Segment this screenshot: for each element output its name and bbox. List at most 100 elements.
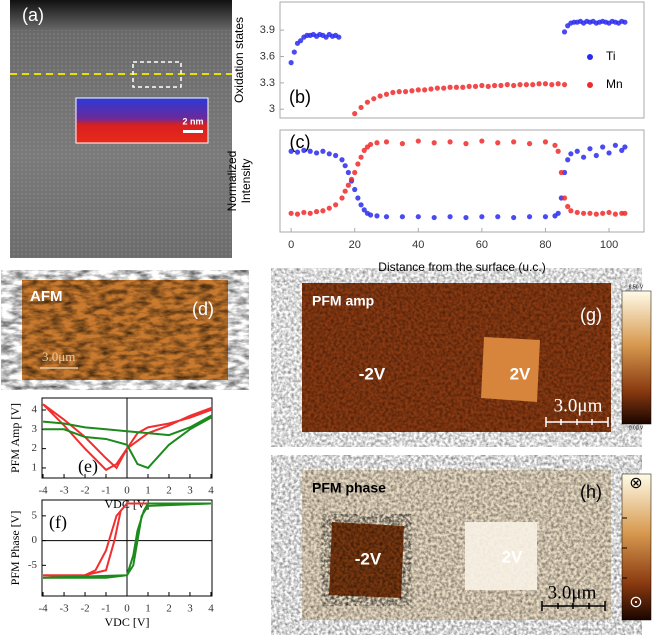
point	[416, 87, 421, 92]
point	[559, 170, 564, 175]
point	[327, 151, 332, 156]
point	[622, 144, 627, 149]
x-axis-label: Distance from the surface (u.c.)	[378, 260, 545, 274]
point	[378, 93, 383, 98]
point	[575, 149, 580, 154]
point	[562, 29, 567, 34]
point	[384, 92, 389, 97]
point	[543, 214, 548, 219]
point	[549, 82, 554, 87]
point	[320, 208, 325, 213]
point	[441, 86, 446, 91]
point	[358, 105, 363, 110]
point	[495, 140, 500, 145]
point	[339, 195, 344, 200]
point	[295, 212, 300, 217]
point	[346, 183, 351, 188]
x-tick-label: 4	[208, 603, 214, 615]
panel-label: (h)	[580, 482, 602, 502]
point	[447, 214, 452, 219]
x-tick-label: -1	[101, 485, 110, 497]
point	[517, 82, 522, 87]
point	[552, 143, 557, 148]
point	[606, 210, 611, 215]
x-tick-label: 1	[145, 603, 151, 615]
point	[587, 211, 592, 216]
point	[565, 157, 570, 162]
y-tick-label: 5	[32, 509, 38, 521]
y-tick-label: 3.9	[260, 24, 275, 36]
colorbar-min: ⊙	[629, 594, 642, 611]
x-tick-label: 80	[539, 239, 551, 251]
point	[336, 35, 341, 40]
point	[467, 84, 472, 89]
point	[463, 215, 468, 220]
point	[400, 141, 405, 146]
y-tick-label: 3	[32, 423, 38, 435]
panel-label: (g)	[580, 305, 602, 325]
x-tick-label: -3	[59, 485, 69, 497]
x-tick-label: 3	[187, 485, 193, 497]
legend-marker	[587, 54, 593, 60]
point	[428, 86, 433, 91]
x-tick-label: 100	[600, 239, 618, 251]
point	[454, 85, 459, 90]
point	[352, 187, 357, 192]
point	[403, 89, 408, 94]
y-axis-label: Intensity	[239, 159, 253, 204]
point	[600, 211, 605, 216]
y-tick-label: 1	[32, 461, 38, 473]
y-axis-label: Oxidation states	[232, 17, 246, 103]
point	[355, 195, 360, 200]
figure: 2 nm (a) AFM (d) 3.0μm PFM amp (g) -2V 2…	[0, 0, 654, 639]
point	[581, 155, 586, 160]
y-axis-label: PFM Phase [V]	[8, 511, 22, 586]
point	[613, 143, 618, 148]
panel-title: PFM phase	[312, 480, 386, 496]
point	[384, 214, 389, 219]
point	[295, 150, 300, 155]
point	[289, 211, 294, 216]
point	[498, 83, 503, 88]
point	[447, 85, 452, 90]
point	[409, 88, 414, 93]
point	[511, 83, 516, 88]
y-tick-label: -5	[28, 559, 38, 571]
point	[505, 82, 510, 87]
point	[320, 149, 325, 154]
panel-label: (a)	[22, 5, 44, 25]
y-tick-label: 3.6	[260, 50, 275, 62]
region-label: -2V	[359, 364, 386, 383]
point	[400, 214, 405, 219]
point	[416, 214, 421, 219]
point	[308, 149, 313, 154]
point	[352, 111, 357, 116]
x-tick-label: 1	[145, 485, 151, 497]
point	[397, 89, 402, 94]
x-tick-label: 20	[349, 239, 361, 251]
point	[527, 214, 532, 219]
x-axis-label: VDC [V]	[105, 615, 150, 629]
x-tick-label: 0	[288, 239, 294, 251]
point	[473, 84, 478, 89]
point	[479, 214, 484, 219]
legend-label: Mn	[606, 77, 623, 91]
point	[368, 212, 373, 217]
y-tick-label: 2	[32, 442, 38, 454]
plot-frame	[280, 130, 644, 232]
point	[343, 189, 348, 194]
panel-label: (d)	[192, 299, 214, 319]
panel-label: (f)	[49, 512, 67, 533]
y-tick-label: 3.3	[260, 77, 275, 89]
x-tick-label: -4	[38, 485, 48, 497]
region-label: -2V	[355, 549, 382, 568]
region-label: 2V	[510, 364, 531, 383]
point	[594, 153, 599, 158]
point	[511, 139, 516, 144]
point	[556, 149, 561, 154]
point	[594, 212, 599, 217]
point	[530, 82, 535, 87]
point	[435, 86, 440, 91]
y-tick-label: 0	[32, 534, 38, 546]
plot-frame	[280, 2, 644, 118]
